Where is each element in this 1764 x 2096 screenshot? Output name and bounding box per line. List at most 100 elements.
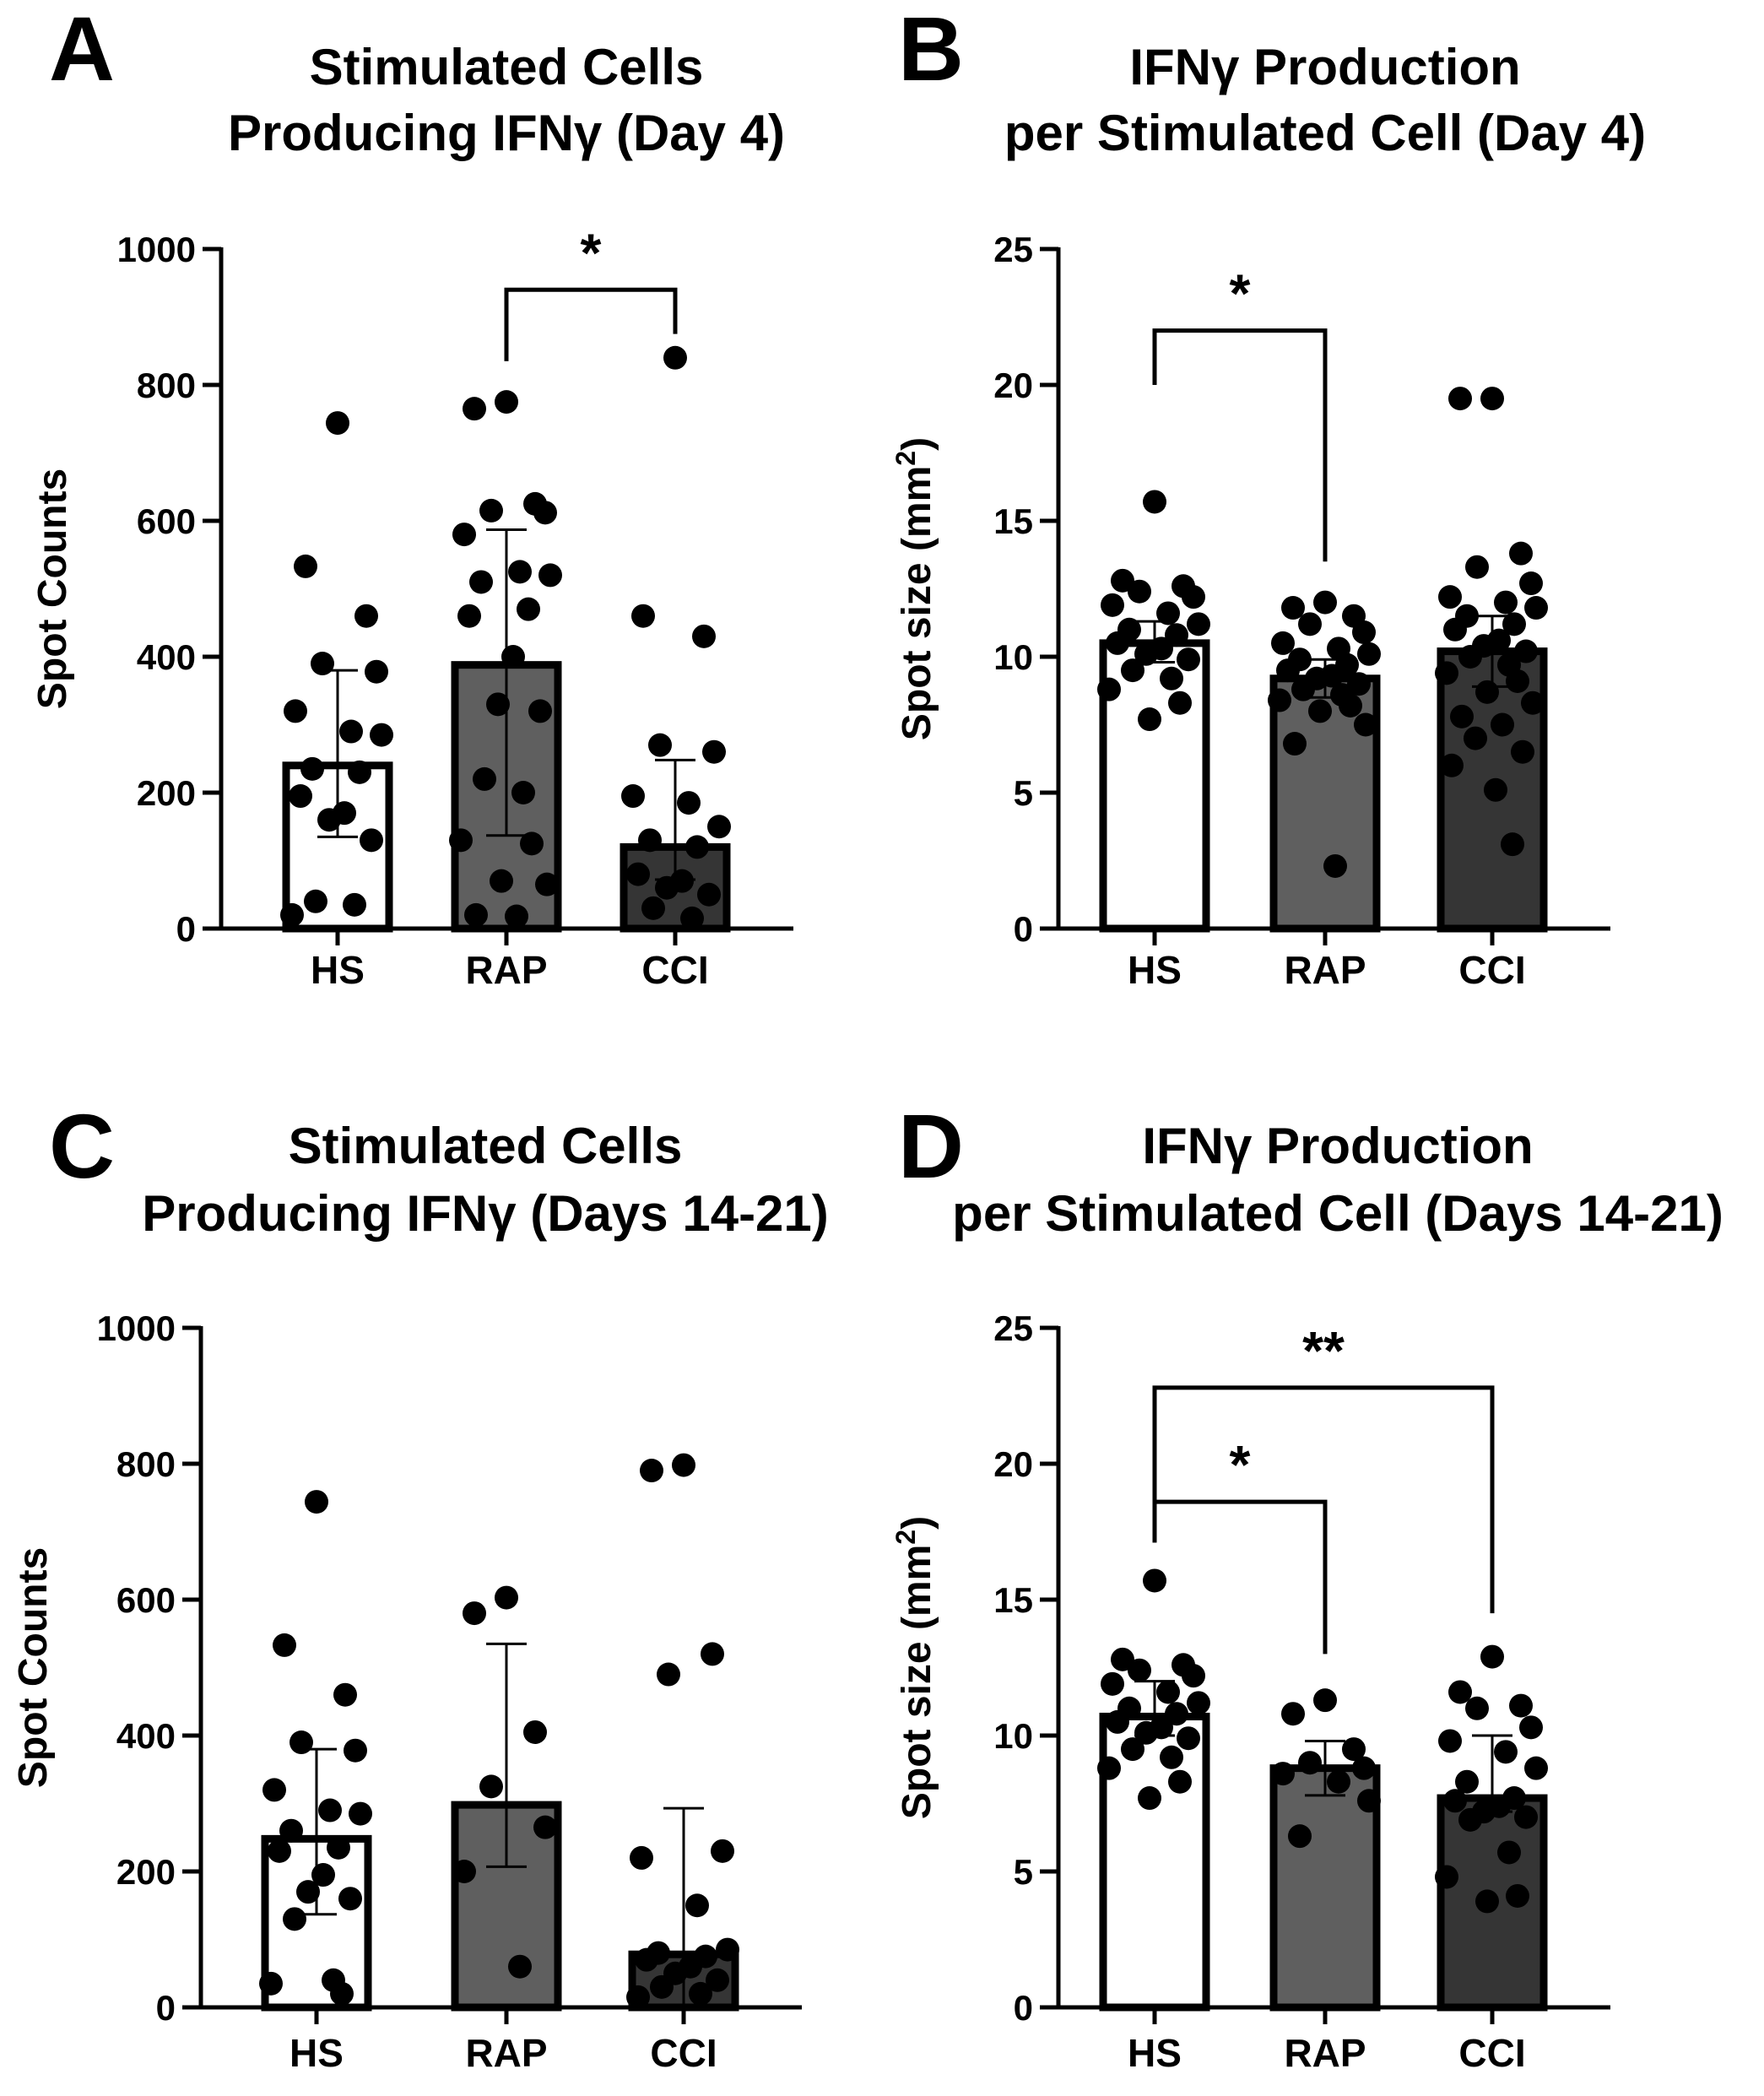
data-point-hs bbox=[1168, 1769, 1192, 1794]
data-point-hs bbox=[268, 1839, 291, 1863]
data-point-rap bbox=[1352, 1756, 1376, 1780]
data-point-rap bbox=[1271, 631, 1295, 655]
data-point-rap bbox=[1276, 658, 1300, 683]
data-point-hs bbox=[296, 1880, 320, 1904]
data-point-hs bbox=[305, 1490, 328, 1514]
data-point-cci bbox=[1509, 1693, 1533, 1718]
chart-title-line: Producing IFNγ (Day 4) bbox=[228, 105, 785, 161]
y-axis-label-superscript: 2 bbox=[890, 1530, 921, 1545]
data-point-cci bbox=[702, 739, 726, 764]
data-point-cci bbox=[677, 791, 701, 815]
data-point-hs bbox=[311, 652, 334, 676]
data-point-hs bbox=[280, 902, 304, 927]
chart-title-line: IFNγ Production bbox=[1142, 1118, 1533, 1174]
data-point-hs bbox=[1165, 623, 1188, 647]
significance-bracket: * bbox=[1152, 1434, 1328, 1655]
data-point-cci bbox=[1480, 387, 1504, 411]
data-point-rap bbox=[463, 397, 486, 421]
error-bar-rap bbox=[486, 1642, 527, 1868]
panel-letter: C bbox=[49, 1095, 115, 1197]
y-tick-label: 400 bbox=[137, 637, 196, 677]
y-axis-label: Spot Counts bbox=[30, 468, 75, 709]
data-point-cci bbox=[685, 1893, 709, 1918]
y-tick-label: 25 bbox=[993, 230, 1033, 269]
data-point-hs bbox=[1121, 1737, 1144, 1762]
data-point-cci bbox=[650, 1974, 674, 1999]
data-point-cci bbox=[1509, 541, 1533, 566]
data-point-cci bbox=[1524, 1756, 1548, 1780]
data-point-hs bbox=[311, 1863, 335, 1887]
data-point-cci bbox=[1519, 571, 1543, 596]
significance-label: * bbox=[1230, 1434, 1251, 1495]
data-point-hs bbox=[1182, 1664, 1205, 1688]
y-tick-label: 600 bbox=[137, 501, 196, 541]
chart-title-line: IFNγ Production bbox=[1129, 39, 1520, 95]
x-category-label: HS bbox=[1128, 2031, 1182, 2075]
data-point-hs bbox=[327, 1835, 350, 1860]
data-point-hs bbox=[349, 1801, 372, 1826]
data-point-hs bbox=[1187, 612, 1210, 636]
data-point-hs bbox=[1138, 1786, 1161, 1811]
data-point-rap bbox=[495, 390, 518, 414]
data-point-rap bbox=[1313, 1688, 1337, 1713]
data-point-cci bbox=[1435, 1865, 1458, 1889]
data-point-rap bbox=[495, 1585, 518, 1610]
error-bar-rap bbox=[1305, 1739, 1345, 1797]
data-point-cci bbox=[1475, 680, 1499, 704]
data-point-cci bbox=[1511, 739, 1534, 764]
data-point-rap bbox=[1339, 693, 1362, 718]
data-point-cci bbox=[1524, 596, 1548, 620]
data-point-rap bbox=[517, 597, 540, 621]
data-point-rap bbox=[1283, 732, 1307, 756]
data-point-rap bbox=[1352, 620, 1376, 645]
data-point-hs bbox=[1165, 1702, 1188, 1726]
y-tick-label: 20 bbox=[993, 366, 1033, 405]
data-point-rap bbox=[452, 523, 476, 547]
chart-title-line: per Stimulated Cell (Days 14-21) bbox=[952, 1185, 1723, 1242]
data-point-hs bbox=[1160, 1745, 1183, 1769]
data-point-hs bbox=[294, 554, 317, 578]
data-point-cci bbox=[641, 896, 665, 920]
data-point-cci bbox=[1514, 639, 1538, 663]
data-point-cci bbox=[680, 906, 704, 930]
data-point-cci bbox=[1458, 1807, 1482, 1832]
data-point-hs bbox=[1134, 642, 1158, 666]
data-point-cci bbox=[626, 1985, 650, 2009]
data-point-hs bbox=[1182, 585, 1205, 609]
data-point-rap bbox=[1357, 642, 1381, 666]
data-point-hs bbox=[273, 1633, 296, 1657]
x-category-label: RAP bbox=[465, 948, 547, 992]
x-category-label: CCI bbox=[650, 2031, 717, 2075]
y-axis-label-suffix: ) bbox=[895, 437, 939, 451]
data-point-hs bbox=[1143, 490, 1166, 514]
data-point-rap bbox=[486, 692, 510, 717]
data-point-cci bbox=[692, 624, 716, 648]
panel-letter: D bbox=[898, 1095, 964, 1197]
data-point-hs bbox=[338, 1887, 362, 1911]
y-axis-label: Spot size (mm2) bbox=[890, 1516, 939, 1819]
data-point-hs bbox=[1101, 593, 1124, 617]
data-point-cci bbox=[707, 815, 731, 839]
y-tick-label: 0 bbox=[176, 909, 196, 949]
panel-d: D IFNγ Production per Stimulated Cell (Day… bbox=[890, 1095, 1723, 2075]
data-point-hs bbox=[1128, 1658, 1151, 1682]
y-tick-label: 0 bbox=[1014, 1988, 1033, 2028]
data-point-rap bbox=[1342, 1737, 1366, 1762]
data-point-cci bbox=[672, 1453, 695, 1477]
data-point-cci bbox=[701, 1642, 724, 1666]
data-point-hs bbox=[283, 1907, 306, 1931]
data-point-hs bbox=[354, 604, 378, 628]
data-point-hs bbox=[1128, 579, 1151, 604]
data-point-cci bbox=[621, 784, 645, 809]
data-point-cci bbox=[1435, 661, 1458, 685]
data-point-rap bbox=[463, 1601, 486, 1626]
data-point-cci bbox=[685, 835, 709, 859]
data-point-rap bbox=[464, 902, 488, 927]
data-point-rap bbox=[1298, 1751, 1322, 1775]
panel-letter: B bbox=[898, 0, 964, 100]
data-point-hs bbox=[1143, 1568, 1166, 1593]
data-point-cci bbox=[638, 828, 662, 853]
data-point-rap bbox=[508, 560, 532, 584]
data-point-hs bbox=[326, 411, 349, 436]
